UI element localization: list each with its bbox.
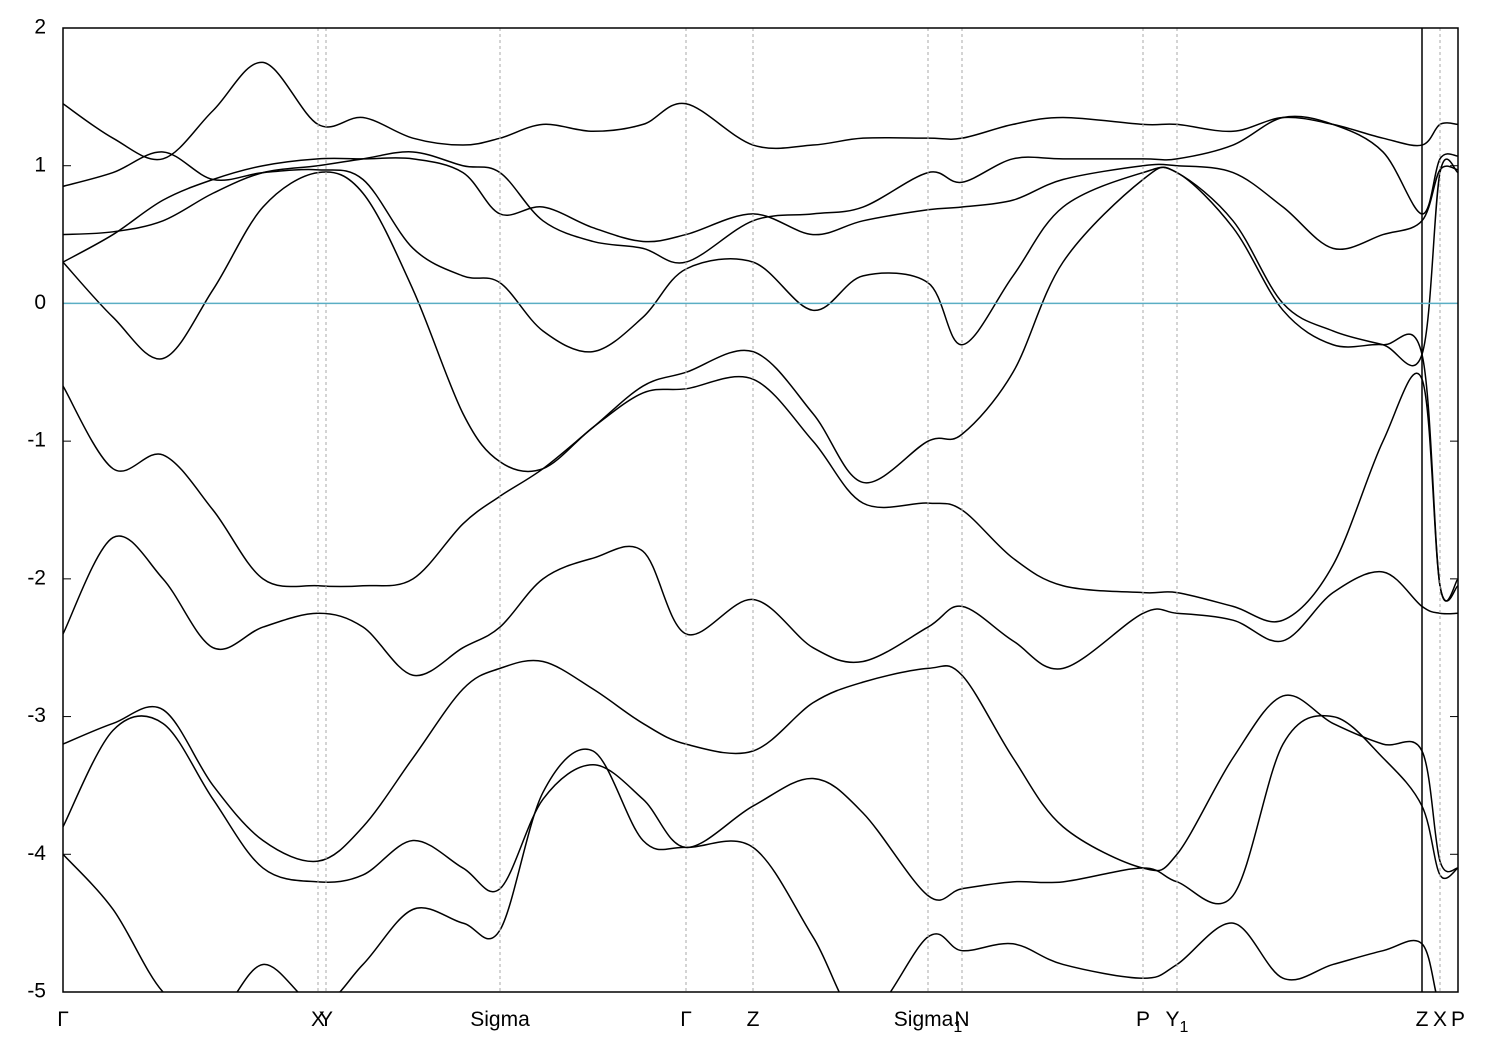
x-tick-label: P xyxy=(1451,1008,1465,1031)
band xyxy=(63,61,1458,161)
y-tick-label: 0 xyxy=(34,291,46,314)
band xyxy=(63,151,1458,367)
x-tick-label-subscript: 1 xyxy=(1180,1019,1189,1036)
x-tick-label: Y xyxy=(319,1008,333,1031)
x-tick-label-text: X xyxy=(1433,1008,1447,1031)
band xyxy=(63,171,1458,623)
y-tick-label: -1 xyxy=(27,429,46,452)
band xyxy=(63,115,1458,264)
x-tick-label-text: Z xyxy=(1416,1008,1429,1031)
band xyxy=(63,748,1437,992)
y-tick-label: -2 xyxy=(27,566,46,589)
x-tick-label-subscript: 1 xyxy=(953,1019,962,1036)
x-tick-label: Y1 xyxy=(1166,1008,1189,1037)
x-tick-label-text: Y xyxy=(1166,1008,1180,1031)
x-tick-label-text: Sigma xyxy=(470,1008,530,1031)
x-tick-label: X xyxy=(1433,1008,1447,1031)
x-tick-label: Sigma xyxy=(470,1008,530,1031)
x-tick-label-text: Z xyxy=(747,1008,760,1031)
band xyxy=(63,714,1458,905)
band xyxy=(63,166,1458,602)
x-tick-label-text: Y xyxy=(319,1008,333,1031)
x-tick-label-text: Γ xyxy=(57,1008,69,1031)
x-tick-label: X xyxy=(311,1008,325,1031)
x-tick-label: Z xyxy=(747,1008,760,1031)
x-tick-label-text: Γ xyxy=(680,1008,692,1031)
y-tick-label: -5 xyxy=(27,980,46,1003)
x-tick-label: Γ xyxy=(57,1008,69,1031)
y-tick-label: 1 xyxy=(34,153,46,176)
bands xyxy=(63,61,1458,992)
x-tick-label-text: X xyxy=(311,1008,325,1031)
band xyxy=(63,659,1458,873)
x-tick-label-text: P xyxy=(1451,1008,1465,1031)
x-tick-label-text: P xyxy=(1136,1008,1150,1031)
x-tick-label: P xyxy=(1136,1008,1150,1031)
x-tick-label-text: N xyxy=(954,1008,969,1031)
x-tick-label: Γ xyxy=(680,1008,692,1031)
plot-frame xyxy=(62,27,1459,993)
band xyxy=(63,157,1458,263)
x-tick-label: N xyxy=(954,1008,969,1031)
y-tick-label: 2 xyxy=(34,16,46,39)
band xyxy=(63,535,1458,677)
x-tick-label: Z xyxy=(1416,1008,1429,1031)
x-tick-label: Sigma1 xyxy=(894,1008,963,1037)
x-tick-label-text: Sigma xyxy=(894,1008,954,1031)
y-tick-label: -4 xyxy=(27,842,46,865)
y-tick-label: -3 xyxy=(27,704,46,727)
